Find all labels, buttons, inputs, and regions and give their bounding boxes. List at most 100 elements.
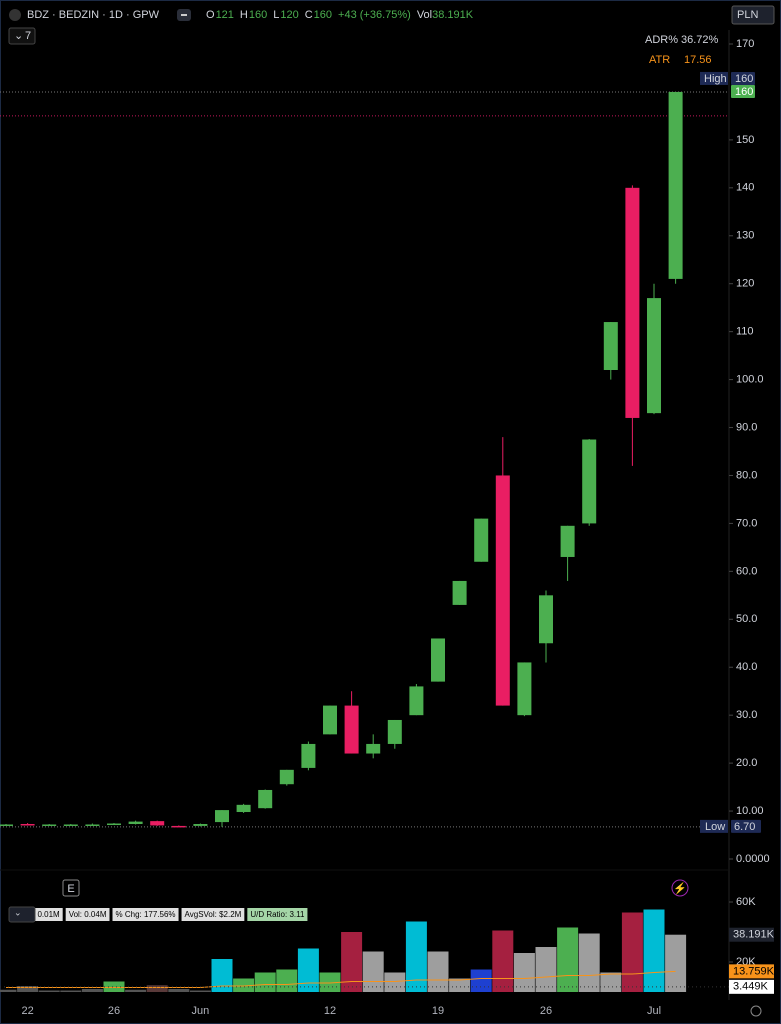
last-price-badge <box>731 84 755 98</box>
volume-bar <box>578 933 600 992</box>
level-badge <box>729 979 774 994</box>
vol-value: 38.191K <box>432 9 474 21</box>
y-tick-label: 130 <box>736 230 754 242</box>
x-tick-label: 26 <box>108 1005 120 1017</box>
high-tag-label: High <box>704 73 727 85</box>
vol-collapse[interactable] <box>8 906 36 923</box>
chip-text: % Chg: 177.56% <box>116 910 176 919</box>
y-tick-label: 60.0 <box>736 565 757 577</box>
ohlc-label: H <box>240 9 248 21</box>
y-tick-label: 50.0 <box>736 613 757 625</box>
ohlc-label: C <box>305 9 313 21</box>
candle-body <box>20 824 35 826</box>
level-label: 3.449K <box>733 981 769 993</box>
low-badge-label: 6.70 <box>734 821 755 833</box>
candle-body <box>42 824 57 826</box>
y-tick-label: 30.0 <box>736 709 757 721</box>
x-tick-label: 19 <box>432 1005 444 1017</box>
volume-bar <box>276 969 298 992</box>
volume-bar <box>17 986 39 992</box>
volume-bar <box>0 989 17 992</box>
vol-label: Vol <box>417 9 432 21</box>
volume-bar <box>146 985 168 992</box>
y-tick-label: 40.0 <box>736 661 757 673</box>
candle-body <box>258 789 273 809</box>
candle-body <box>215 810 229 823</box>
symbol-icon <box>9 9 21 21</box>
y-tick-label: 90.0 <box>736 421 757 433</box>
stat-chip: Vol: 0.04M <box>65 908 110 921</box>
ma-label: 13.759K <box>733 965 775 977</box>
volume-bar <box>125 989 147 992</box>
volume-bar <box>60 990 82 992</box>
ma-badge <box>729 964 774 979</box>
candle-body <box>279 769 294 785</box>
indicators-toggle[interactable] <box>8 27 36 45</box>
x-tick-label: Jul <box>647 1005 661 1017</box>
volume-bar <box>341 932 363 992</box>
x-tick-label: 26 <box>540 1005 552 1017</box>
ohlc-value: 120 <box>280 9 298 21</box>
settings-icon[interactable] <box>750 1005 762 1017</box>
ohlc-value: 121 <box>216 9 234 21</box>
volume-bar <box>168 989 190 992</box>
volume-bar <box>384 972 406 992</box>
volume-bar <box>362 951 384 992</box>
stat-chip: % Chg: 177.56% <box>112 908 179 921</box>
currency: PLN <box>737 9 758 21</box>
chip-text: AvgSVol: $2.2M <box>185 910 242 919</box>
candle-body <box>128 821 143 825</box>
chip-text: : 0.01M <box>33 910 60 919</box>
volume-bar <box>621 912 643 992</box>
volume-bar <box>535 947 557 992</box>
chip-box <box>65 908 110 921</box>
indicator-count: 7 <box>25 30 31 42</box>
high-tag <box>700 71 728 85</box>
vol-chevron: ⌄ <box>14 907 22 917</box>
candle-body <box>452 580 467 605</box>
volume-bar <box>405 921 427 992</box>
y-tick-label: 0.0000 <box>736 853 770 865</box>
x-tick-label: 22 <box>21 1005 33 1017</box>
candle-body <box>366 743 381 754</box>
event-icon[interactable] <box>671 879 689 897</box>
ohlc-label: L <box>273 9 279 21</box>
chip-box <box>181 908 245 921</box>
chip-text: U/D Ratio: 3.11 <box>250 910 305 919</box>
y-tick-label: 140 <box>736 182 754 194</box>
volume-bar <box>38 990 60 992</box>
candle-body <box>582 439 597 524</box>
y-tick-label: 80.0 <box>736 469 757 481</box>
volume-bar <box>189 990 211 992</box>
volume-bar <box>643 909 665 992</box>
volume-bar <box>449 978 471 992</box>
candle-body <box>63 824 78 826</box>
volume-bar <box>557 927 579 992</box>
y-tick-label: 100.0 <box>736 373 764 385</box>
atr-value: 17.56 <box>684 54 712 66</box>
candle-body <box>560 525 575 557</box>
currency-button[interactable] <box>731 5 775 25</box>
candle-body <box>107 823 121 826</box>
collapse-icon <box>181 14 187 16</box>
y-tick-label: 10.00 <box>736 805 764 817</box>
y-tick-label: 20.0 <box>736 757 757 769</box>
volume-bar <box>254 972 276 992</box>
volume-ma <box>6 970 676 988</box>
low-tag <box>700 819 728 833</box>
vol-tick-label: 60K <box>736 896 756 908</box>
chevron: ⌄ <box>14 30 23 42</box>
volume-bar <box>297 948 319 992</box>
candle-body <box>495 475 510 706</box>
high-badge <box>731 71 755 85</box>
candle-body <box>344 705 359 754</box>
earnings-icon: E <box>67 883 74 895</box>
candle-body <box>387 719 402 744</box>
volume-bar <box>513 953 535 992</box>
vol-last-label: 38.191K <box>733 929 775 941</box>
low-tag-label: Low <box>705 821 725 833</box>
earnings-icon-box[interactable] <box>62 879 80 897</box>
stat-chip: U/D Ratio: 3.11 <box>247 908 308 921</box>
